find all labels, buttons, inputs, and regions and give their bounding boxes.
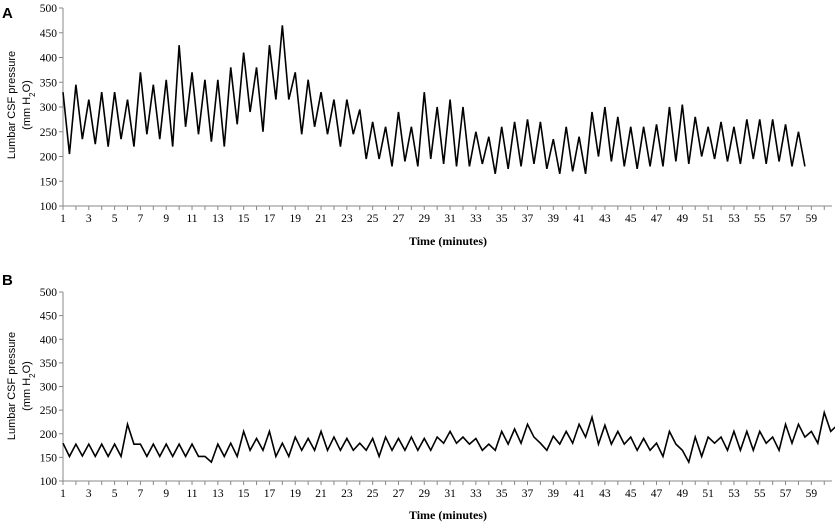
panel-a-ylabel-line1: Lumbar CSF pressure [6,51,18,159]
panel-b-x-tick-label: 1 [60,488,66,500]
panel-b-x-tick-label: 25 [367,488,379,500]
panel-b-x-tick-label: 13 [212,488,224,500]
panel-a-y-tick-label: 350 [40,77,58,89]
panel-b-x-tick-label: 41 [573,488,585,500]
panel-b-x-tick-label: 9 [163,488,169,500]
panel-a-x-tick-label: 59 [806,213,818,225]
panel-b-ylabel-line1: Lumbar CSF pressure [6,332,18,440]
panel-b-x-tick-label: 23 [341,488,353,500]
panel-b-x-tick-label: 35 [496,488,508,500]
panel-b-x-tick-label: 51 [702,488,714,500]
panel-b-x-tick-label: 19 [289,488,301,500]
panel-a-y-ticks: 100 150 200 250 300 350 400 450 500 [40,3,63,213]
panel-a-y-tick-label: 250 [40,127,58,139]
panel-a-y-tick-label: 400 [40,53,58,65]
panel-b-x-tick-label: 43 [599,488,611,500]
panel-a-y-tick-label: 150 [40,176,58,188]
panel-a-x-tick-label: 3 [86,213,92,225]
panel-b-x-tick-label: 5 [112,488,118,500]
panel-b-x-tick-label: 33 [470,488,482,500]
panel-a-x-tick-label: 1 [60,213,66,225]
panel-a-x-tick-label: 15 [238,213,250,225]
panel-a-x-tick-label: 25 [367,213,379,225]
panel-b-x-tick-label: 55 [754,488,766,500]
panel-b-x-tick-label: 45 [625,488,637,500]
panel-a-x-tick-label: 49 [677,213,689,225]
panel-b-x-tick-label: 59 [806,488,818,500]
panel-b-x-tick-label: 47 [651,488,663,500]
panel-b-x-tick-label: 27 [393,488,405,500]
panel-b-chart: B Lumbar CSF pressure (mm H2O) 100 150 200… [2,272,835,522]
panel-b-y-ticks: 100 150 200 250 300 350 400 450 500 [40,287,63,488]
panel-a-x-tick-label: 23 [341,213,353,225]
panel-b-y-tick-label: 200 [40,429,58,441]
panel-a-x-tick-label: 33 [470,213,482,225]
panel-b-y-tick-label: 300 [40,382,58,394]
panel-b-x-tick-label: 49 [677,488,689,500]
panel-a-x-tick-label: 39 [548,213,560,225]
panel-b-x-tick-label: 15 [238,488,250,500]
panel-a-x-tick-label: 7 [138,213,144,225]
panel-b-x-tick-label: 37 [522,488,534,500]
panel-b-x-tick-label: 7 [138,488,144,500]
panel-a-x-tick-label: 27 [393,213,405,225]
panel-a-x-tick-label: 31 [444,213,456,225]
panel-a-x-tick-label: 37 [522,213,534,225]
panel-b-x-tick-label: 3 [86,488,92,500]
panel-a-x-tick-label: 11 [186,213,197,225]
panel-b-ylabel-line2: (mm H2O) [21,361,37,411]
panel-b-axes [62,292,832,482]
panel-a-label: A [2,5,13,22]
panel-b-x-tick-label: 57 [780,488,792,500]
panel-a-x-tick-label: 47 [651,213,663,225]
panel-a-x-ticks: 1 3 5 7 9 11 13 15 17 19 21 23 25 27 29 31 33 35 37 39 41 43 4… [60,206,825,225]
panel-a-y-tick-label: 100 [40,201,58,213]
panel-a-chart: A Lumbar CSF pressure (mm H2O) 100 150 200… [2,3,832,248]
panel-a-pressure-line [62,25,806,174]
panel-a-y-tick-label: 450 [40,28,58,40]
panel-a-x-tick-label: 57 [780,213,792,225]
panel-b-x-tick-label: 53 [728,488,740,500]
panel-a-ylabel-line2: (mm H2O) [21,80,37,130]
panel-a-y-tick-label: 500 [40,3,58,15]
panel-b-y-tick-label: 100 [40,476,58,488]
panel-a-y-tick-label: 300 [40,102,58,114]
panel-b-label: B [2,272,13,289]
panel-a-x-tick-label: 51 [702,213,714,225]
panel-a-x-tick-label: 19 [289,213,301,225]
panel-b-y-tick-label: 250 [40,405,58,417]
panel-a-x-tick-label: 29 [419,213,431,225]
panel-b-y-tick-label: 400 [40,334,58,346]
panel-a-x-tick-label: 55 [754,213,766,225]
panel-b-x-tick-label: 39 [548,488,560,500]
panel-b-x-tick-label: 21 [315,488,327,500]
panel-b-y-tick-label: 350 [40,358,58,370]
panel-a-x-tick-label: 5 [112,213,118,225]
panel-a-x-tick-label: 43 [599,213,611,225]
panel-a-x-tick-label: 35 [496,213,508,225]
panel-a-x-tick-label: 21 [315,213,327,225]
panel-b-x-tick-label: 11 [186,488,197,500]
panel-a-y-tick-label: 200 [40,152,58,164]
panel-b-pressure-line [62,409,835,465]
panel-a-axes [62,8,832,207]
panel-b-y-tick-label: 150 [40,452,58,464]
panel-b-x-ticks: 1 3 5 7 9 11 13 15 17 19 21 23 25 27 29 31 33 35 37 39 41 43 4… [60,481,825,500]
panel-a-x-tick-label: 9 [163,213,169,225]
panel-a-series [62,25,806,174]
panel-b-xlabel: Time (minutes) [409,508,487,522]
panel-b-y-tick-label: 500 [40,287,58,299]
panel-b-series [62,409,835,465]
panel-b-y-tick-label: 450 [40,311,58,323]
panel-a-x-tick-label: 53 [728,213,740,225]
panel-b-x-tick-label: 29 [419,488,431,500]
panel-b-x-tick-label: 17 [264,488,276,500]
panel-a-xlabel: Time (minutes) [409,234,487,248]
panel-a-x-tick-label: 13 [212,213,224,225]
panel-b-x-tick-label: 31 [444,488,456,500]
panel-a-x-tick-label: 17 [264,213,276,225]
panel-a-x-tick-label: 41 [573,213,585,225]
panel-a-x-tick-label: 45 [625,213,637,225]
